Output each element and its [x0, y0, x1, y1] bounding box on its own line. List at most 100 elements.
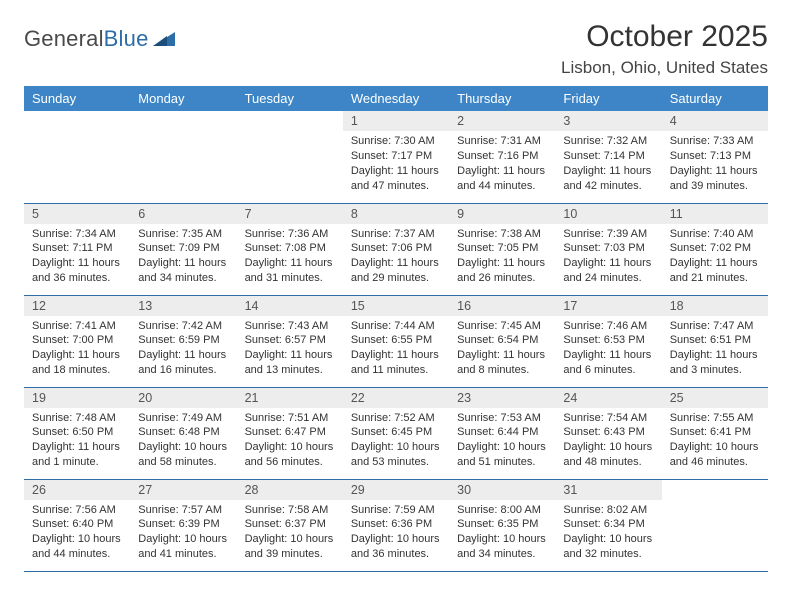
daylight-line: Daylight: 11 hours: [670, 348, 762, 363]
sunset-line: Sunset: 6:59 PM: [138, 333, 230, 348]
dow-thursday: Thursday: [449, 86, 555, 111]
sunrise-line: Sunrise: 7:44 AM: [351, 319, 443, 334]
day-number: 27: [130, 480, 236, 500]
daylight-line: and 41 minutes.: [138, 547, 230, 562]
day-body: Sunrise: 7:33 AMSunset: 7:13 PMDaylight:…: [662, 131, 768, 195]
day-body: Sunrise: 7:59 AMSunset: 6:36 PMDaylight:…: [343, 500, 449, 564]
daylight-line: and 53 minutes.: [351, 455, 443, 470]
daylight-line: Daylight: 10 hours: [138, 440, 230, 455]
sunrise-line: Sunrise: 7:58 AM: [245, 503, 337, 518]
location-subtitle: Lisbon, Ohio, United States: [561, 58, 768, 78]
day-number: 22: [343, 388, 449, 408]
sunset-line: Sunset: 6:40 PM: [32, 517, 124, 532]
daylight-line: and 32 minutes.: [563, 547, 655, 562]
sunrise-line: Sunrise: 7:30 AM: [351, 134, 443, 149]
day-body: Sunrise: 7:49 AMSunset: 6:48 PMDaylight:…: [130, 408, 236, 472]
daylight-line: and 26 minutes.: [457, 271, 549, 286]
logo-text: GeneralBlue: [24, 26, 149, 52]
day-cell: 25Sunrise: 7:55 AMSunset: 6:41 PMDayligh…: [662, 387, 768, 479]
sunrise-line: Sunrise: 7:31 AM: [457, 134, 549, 149]
day-number: 21: [237, 388, 343, 408]
daylight-line: and 34 minutes.: [457, 547, 549, 562]
sunrise-line: Sunrise: 7:33 AM: [670, 134, 762, 149]
daylight-line: Daylight: 11 hours: [563, 348, 655, 363]
sunrise-line: Sunrise: 7:53 AM: [457, 411, 549, 426]
daylight-line: and 42 minutes.: [563, 179, 655, 194]
daylight-line: Daylight: 11 hours: [245, 256, 337, 271]
sunset-line: Sunset: 7:11 PM: [32, 241, 124, 256]
daylight-line: and 31 minutes.: [245, 271, 337, 286]
day-number: 19: [24, 388, 130, 408]
sunrise-line: Sunrise: 7:48 AM: [32, 411, 124, 426]
daylight-line: Daylight: 10 hours: [457, 440, 549, 455]
daylight-line: and 47 minutes.: [351, 179, 443, 194]
day-cell: 10Sunrise: 7:39 AMSunset: 7:03 PMDayligh…: [555, 203, 661, 295]
day-number: 30: [449, 480, 555, 500]
day-number: 25: [662, 388, 768, 408]
calendar-body: 1Sunrise: 7:30 AMSunset: 7:17 PMDaylight…: [24, 111, 768, 571]
week-row: 26Sunrise: 7:56 AMSunset: 6:40 PMDayligh…: [24, 479, 768, 571]
day-body: Sunrise: 7:34 AMSunset: 7:11 PMDaylight:…: [24, 224, 130, 288]
month-title: October 2025: [561, 20, 768, 54]
logo-part2: Blue: [104, 26, 149, 51]
sunrise-line: Sunrise: 7:35 AM: [138, 227, 230, 242]
daylight-line: and 29 minutes.: [351, 271, 443, 286]
day-cell: 31Sunrise: 8:02 AMSunset: 6:34 PMDayligh…: [555, 479, 661, 571]
day-cell: 30Sunrise: 8:00 AMSunset: 6:35 PMDayligh…: [449, 479, 555, 571]
dow-sunday: Sunday: [24, 86, 130, 111]
day-number: 14: [237, 296, 343, 316]
sunrise-line: Sunrise: 7:56 AM: [32, 503, 124, 518]
day-cell: 20Sunrise: 7:49 AMSunset: 6:48 PMDayligh…: [130, 387, 236, 479]
sunset-line: Sunset: 6:57 PM: [245, 333, 337, 348]
daylight-line: Daylight: 10 hours: [245, 440, 337, 455]
day-body: Sunrise: 7:44 AMSunset: 6:55 PMDaylight:…: [343, 316, 449, 380]
daylight-line: Daylight: 11 hours: [32, 440, 124, 455]
sunset-line: Sunset: 7:00 PM: [32, 333, 124, 348]
day-cell: 2Sunrise: 7:31 AMSunset: 7:16 PMDaylight…: [449, 111, 555, 203]
dow-monday: Monday: [130, 86, 236, 111]
sunrise-line: Sunrise: 7:34 AM: [32, 227, 124, 242]
sunset-line: Sunset: 7:14 PM: [563, 149, 655, 164]
daylight-line: Daylight: 11 hours: [457, 256, 549, 271]
daylight-line: Daylight: 11 hours: [351, 164, 443, 179]
day-number: 24: [555, 388, 661, 408]
sunset-line: Sunset: 6:44 PM: [457, 425, 549, 440]
daylight-line: Daylight: 11 hours: [457, 348, 549, 363]
day-of-week-row: Sunday Monday Tuesday Wednesday Thursday…: [24, 86, 768, 111]
day-cell: 3Sunrise: 7:32 AMSunset: 7:14 PMDaylight…: [555, 111, 661, 203]
daylight-line: and 24 minutes.: [563, 271, 655, 286]
sunset-line: Sunset: 6:54 PM: [457, 333, 549, 348]
daylight-line: and 56 minutes.: [245, 455, 337, 470]
day-cell: [662, 479, 768, 571]
logo-part1: General: [24, 26, 104, 51]
day-cell: 29Sunrise: 7:59 AMSunset: 6:36 PMDayligh…: [343, 479, 449, 571]
sunrise-line: Sunrise: 7:43 AM: [245, 319, 337, 334]
sunrise-line: Sunrise: 7:41 AM: [32, 319, 124, 334]
day-body: Sunrise: 7:47 AMSunset: 6:51 PMDaylight:…: [662, 316, 768, 380]
daylight-line: Daylight: 10 hours: [563, 532, 655, 547]
sunset-line: Sunset: 7:06 PM: [351, 241, 443, 256]
sunrise-line: Sunrise: 7:38 AM: [457, 227, 549, 242]
daylight-line: Daylight: 10 hours: [670, 440, 762, 455]
sunset-line: Sunset: 6:43 PM: [563, 425, 655, 440]
calendar-table: Sunday Monday Tuesday Wednesday Thursday…: [24, 86, 768, 572]
sunrise-line: Sunrise: 7:46 AM: [563, 319, 655, 334]
daylight-line: Daylight: 11 hours: [32, 348, 124, 363]
day-body: Sunrise: 7:55 AMSunset: 6:41 PMDaylight:…: [662, 408, 768, 472]
day-cell: 4Sunrise: 7:33 AMSunset: 7:13 PMDaylight…: [662, 111, 768, 203]
day-cell: 26Sunrise: 7:56 AMSunset: 6:40 PMDayligh…: [24, 479, 130, 571]
page-header: GeneralBlue October 2025 Lisbon, Ohio, U…: [24, 20, 768, 78]
day-cell: 24Sunrise: 7:54 AMSunset: 6:43 PMDayligh…: [555, 387, 661, 479]
daylight-line: Daylight: 10 hours: [351, 440, 443, 455]
sunrise-line: Sunrise: 7:59 AM: [351, 503, 443, 518]
day-body: Sunrise: 7:45 AMSunset: 6:54 PMDaylight:…: [449, 316, 555, 380]
day-number: 11: [662, 204, 768, 224]
daylight-line: Daylight: 11 hours: [457, 164, 549, 179]
day-cell: 9Sunrise: 7:38 AMSunset: 7:05 PMDaylight…: [449, 203, 555, 295]
day-cell: 14Sunrise: 7:43 AMSunset: 6:57 PMDayligh…: [237, 295, 343, 387]
day-body: Sunrise: 7:32 AMSunset: 7:14 PMDaylight:…: [555, 131, 661, 195]
sunrise-line: Sunrise: 7:54 AM: [563, 411, 655, 426]
day-number: 13: [130, 296, 236, 316]
day-number: 4: [662, 111, 768, 131]
sunrise-line: Sunrise: 7:36 AM: [245, 227, 337, 242]
